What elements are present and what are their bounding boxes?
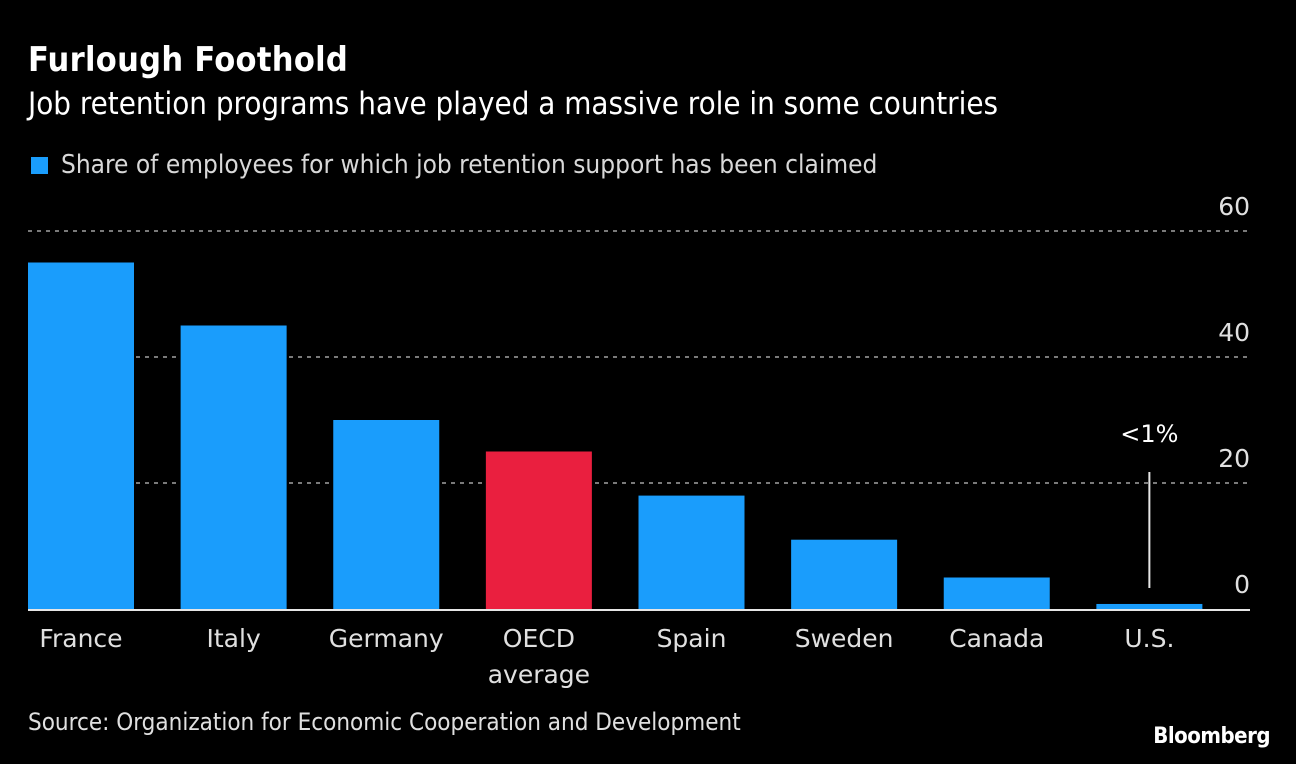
bar-u-s [1096,603,1203,609]
y-tick-label: 20 [1218,444,1250,473]
x-category-label: Germany [329,624,444,653]
bar-france [28,262,134,609]
y-tick-label: 0 [1234,570,1250,599]
bar-italy [180,325,287,609]
y-tick-label: 40 [1218,318,1250,347]
source-note: Source: Organization for Economic Cooper… [28,708,741,736]
x-category-label: Canada [949,624,1044,653]
bar-sweden [791,539,898,609]
x-category-label: U.S. [1124,624,1174,653]
chart-title: Furlough Foothold [28,40,349,80]
legend: Share of employees for which job retenti… [31,150,877,180]
y-tick-label: 60 [1218,192,1250,221]
x-category-label: France [39,624,122,653]
bar-germany [333,420,440,609]
legend-label: Share of employees for which job retenti… [61,150,878,180]
annotation-label: <1% [1120,420,1178,448]
x-category-label: average [488,660,590,689]
chart-subtitle: Job retention programs have played a mas… [28,86,999,122]
bloomberg-logo: Bloomberg [1153,724,1270,749]
bar-spain [638,495,745,609]
bar-canada [943,577,1050,609]
legend-swatch [31,156,48,174]
x-category-label: Sweden [795,624,894,653]
x-category-label: Spain [657,624,727,653]
bar-oecd-average [485,451,592,609]
x-category-label: OECD [503,624,575,653]
x-category-label: Italy [207,624,261,653]
